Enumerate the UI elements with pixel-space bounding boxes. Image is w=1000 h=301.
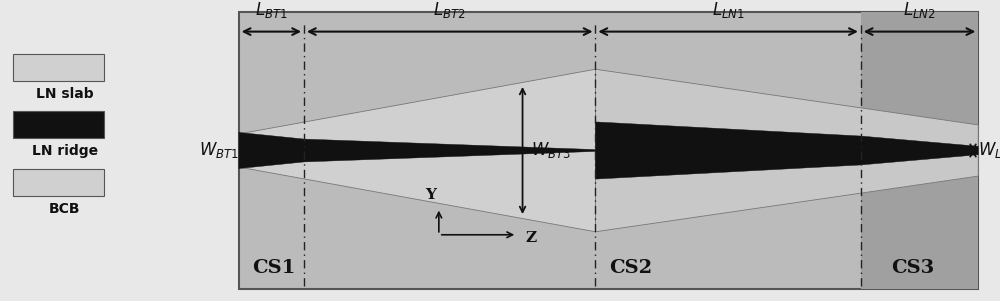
Bar: [861, 12, 978, 289]
Bar: [13, 54, 104, 81]
Text: $W_{LN3}$: $W_{LN3}$: [978, 141, 1000, 160]
Text: $W_{BT3}$: $W_{BT3}$: [531, 141, 571, 160]
Polygon shape: [595, 69, 978, 232]
Text: $L_{LN2}$: $L_{LN2}$: [903, 0, 936, 20]
Text: $L_{BT2}$: $L_{BT2}$: [433, 0, 466, 20]
Text: BCB: BCB: [49, 202, 81, 216]
Text: Z: Z: [526, 231, 537, 245]
Text: $W_{BT1}$: $W_{BT1}$: [199, 141, 239, 160]
Text: Y: Y: [425, 188, 436, 202]
Polygon shape: [595, 122, 978, 179]
Text: $W_{LN2}$: $W_{LN2}$: [752, 141, 792, 160]
Bar: [13, 111, 104, 138]
Text: $W_{LN1}$: $W_{LN1}$: [606, 141, 646, 160]
Bar: [239, 12, 978, 289]
Text: $L_{LN1}$: $L_{LN1}$: [712, 0, 745, 20]
Text: CS1: CS1: [252, 259, 295, 277]
Text: CS3: CS3: [891, 259, 935, 277]
Polygon shape: [239, 132, 595, 169]
Text: $L_{BT1}$: $L_{BT1}$: [255, 0, 288, 20]
Polygon shape: [239, 69, 595, 232]
Bar: [13, 169, 104, 196]
Text: LN ridge: LN ridge: [32, 144, 98, 159]
Text: LN slab: LN slab: [36, 87, 94, 101]
Text: CS2: CS2: [609, 259, 652, 277]
Text: $W_{BT2}$: $W_{BT2}$: [264, 141, 304, 160]
